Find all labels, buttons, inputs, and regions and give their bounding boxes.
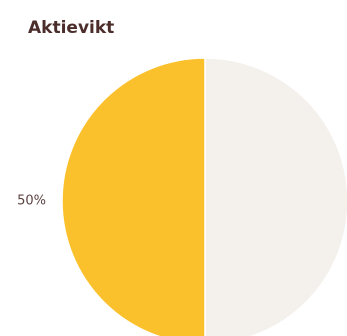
pie-slice bbox=[204, 57, 347, 336]
pie-slice bbox=[61, 57, 206, 336]
chart-title: Aktievikt bbox=[28, 18, 114, 38]
value-label: 50% bbox=[17, 194, 46, 209]
